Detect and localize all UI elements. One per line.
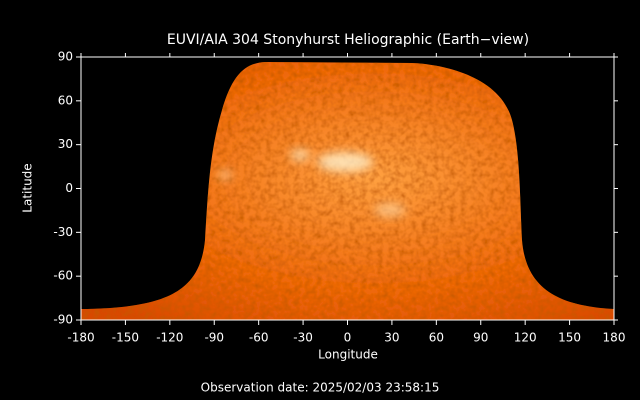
y-tick-label: 90 <box>58 50 73 64</box>
solar-map <box>81 62 614 320</box>
x-tick-label: -180 <box>67 331 94 345</box>
x-tick-label: -150 <box>112 331 139 345</box>
y-tick-label: -30 <box>53 225 73 239</box>
x-axis-label: Longitude <box>318 348 378 362</box>
x-tick-label: 60 <box>429 331 444 345</box>
x-tick-label: -120 <box>156 331 183 345</box>
x-tick-label: 180 <box>603 331 626 345</box>
x-tick-label: 120 <box>514 331 537 345</box>
x-tick-label: 0 <box>344 331 352 345</box>
y-tick-label: -90 <box>53 313 73 327</box>
x-tick-label: -30 <box>293 331 313 345</box>
footer: Observation date: 2025/02/03 23:58:15 <box>201 381 440 395</box>
bright-regions <box>217 149 406 217</box>
y-axis-label: Latitude <box>21 163 35 212</box>
y-tick-label: 60 <box>58 93 73 107</box>
x-tick-label: 150 <box>558 331 581 345</box>
y-tick-label: 30 <box>58 137 73 151</box>
y-tick-label: 0 <box>65 181 73 195</box>
x-tick-label: -90 <box>204 331 224 345</box>
x-tick-label: 90 <box>473 331 488 345</box>
y-tick-label: -60 <box>53 269 73 283</box>
x-tick-label: -60 <box>249 331 269 345</box>
chart-title: EUVI/AIA 304 Stonyhurst Heliographic (Ea… <box>167 32 529 48</box>
x-tick-label: 30 <box>384 331 399 345</box>
